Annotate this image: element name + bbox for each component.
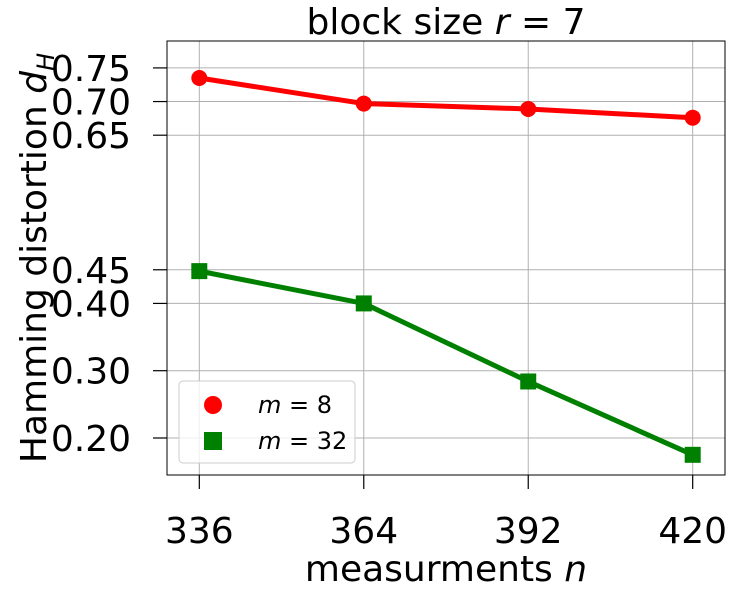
x-tick-label: 420	[658, 511, 727, 552]
y-tick-label: 0.65	[51, 116, 131, 157]
series-layer	[191, 70, 701, 463]
data-point	[355, 95, 372, 112]
y-axis-ticks: 0.20 0.30 0.400.45 0.650.700.75	[51, 49, 167, 460]
data-point	[355, 295, 372, 312]
series-line-1	[198, 268, 694, 458]
legend-marker-m32	[204, 432, 222, 450]
y-tick-label: 0.45	[51, 251, 131, 292]
y-tick-label: 0.30	[51, 352, 131, 393]
legend: m = 8 m = 32	[178, 380, 356, 464]
chart-title: block size r = 7	[307, 2, 586, 43]
y-axis-label: Hamming distortion dH	[14, 53, 60, 463]
data-point	[684, 109, 701, 126]
data-point	[191, 70, 208, 87]
data-point	[684, 446, 701, 463]
x-axis-label: measurments n	[305, 549, 587, 590]
legend-label-m32: m = 32	[258, 427, 347, 455]
x-tick-label: 364	[329, 511, 398, 552]
series-line-0	[198, 75, 693, 121]
y-tick-label: 0.20	[51, 419, 131, 460]
y-tick-label: 0.75	[51, 49, 131, 90]
y-tick-label: 0.40	[51, 284, 131, 325]
x-tick-label: 336	[165, 511, 234, 552]
data-point	[191, 263, 208, 280]
data-point	[520, 373, 537, 390]
legend-label-m8: m = 8	[258, 391, 332, 419]
plot-area	[166, 40, 726, 476]
x-tick-label: 392	[494, 511, 563, 552]
legend-frame	[178, 380, 356, 464]
y-tick-label: 0.70	[51, 83, 131, 124]
data-point	[520, 100, 537, 117]
x-axis-ticks: 336 364 392 420	[165, 475, 727, 552]
legend-marker-m8	[204, 396, 222, 414]
